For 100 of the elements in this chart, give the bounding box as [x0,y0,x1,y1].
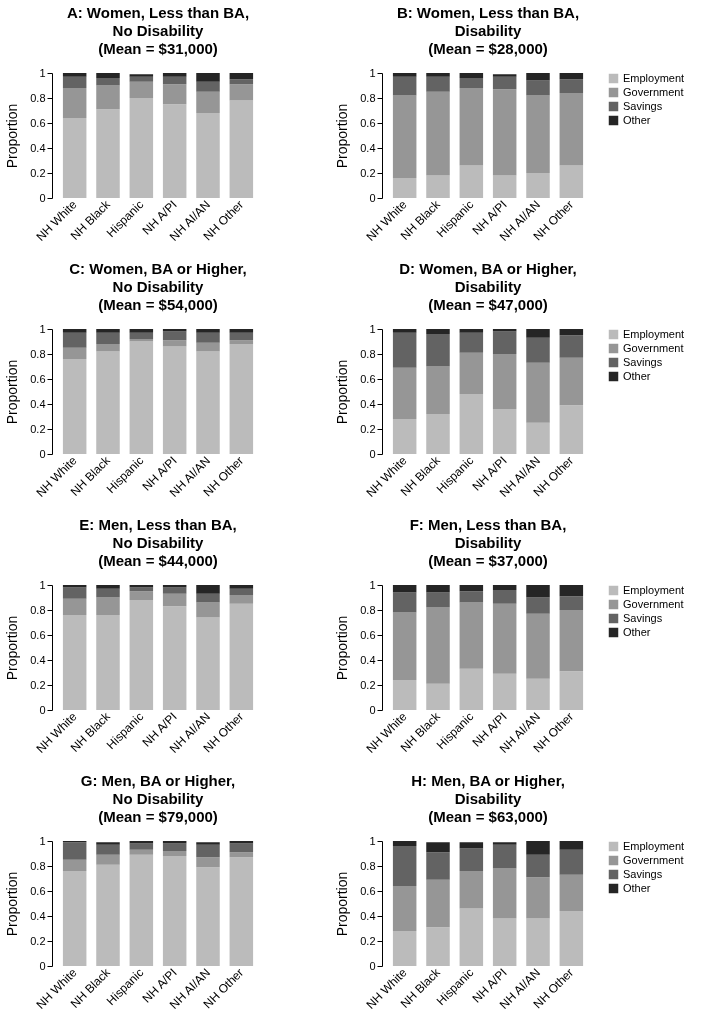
bar [526,73,550,81]
bar [392,95,417,178]
y-tick-label: 0 [39,959,46,972]
bar [129,76,154,82]
bar [426,91,450,176]
bar [559,849,584,875]
bar [196,867,220,966]
bar [492,74,517,77]
bar [492,868,517,919]
bar [129,98,154,198]
bar [96,854,120,865]
y-tick-label: 1 [39,322,46,335]
bar [559,585,584,597]
legend-label: Savings [623,99,663,112]
bar [196,342,220,352]
bar [492,603,517,674]
bar [526,173,550,198]
legend-label: Government [623,597,684,610]
legend-label: Government [623,853,684,866]
bar [62,76,87,88]
bar [559,874,584,911]
y-tick-label: 0.2 [30,678,46,691]
legend-label: Government [623,341,684,354]
bar [96,588,120,598]
y-tick-label: 0.4 [30,909,46,922]
bar [526,877,550,919]
bar [162,84,187,105]
y-tick-label: 0 [369,703,376,716]
y-tick-label: 0 [39,447,46,460]
bar [392,592,417,613]
bar [129,341,154,454]
bar [426,329,450,334]
bar [559,671,584,710]
y-tick-label: 0.8 [30,347,46,360]
y-tick-label: 1 [369,834,376,847]
y-axis-title: Proportion [4,615,21,681]
bar [62,332,87,348]
bar [459,908,484,966]
legend-label: Other [623,369,651,382]
bar [526,422,550,454]
bar [492,354,517,409]
bar [162,587,187,594]
y-tick-label: 0.2 [360,422,376,435]
y-tick-label: 1 [39,834,46,847]
y-tick-label: 0.6 [30,116,46,129]
bar [492,89,517,176]
bar [426,927,450,966]
bar [196,602,220,618]
y-tick-label: 0.4 [30,141,46,154]
bar [162,73,187,77]
bar [426,683,450,710]
bar [559,596,584,610]
bar [62,859,87,871]
bar [229,73,254,80]
bar [392,178,417,198]
y-tick-label: 0.4 [360,909,376,922]
bar [96,85,120,110]
bar [392,367,417,419]
bar [62,329,87,333]
bar [526,80,550,96]
bar [459,394,484,454]
bar [129,74,154,77]
y-tick-label: 1 [369,322,376,335]
bar [426,76,450,92]
bar [196,81,220,92]
bar [559,165,584,198]
bar [129,854,154,966]
bar [459,329,484,333]
y-tick-label: 1 [39,66,46,79]
bar [196,351,220,454]
bar [459,848,484,871]
bar [392,886,417,931]
chart-title: F: Men, Less than BA, Disability (Mean = $37,000) [409,516,567,569]
bar [96,332,120,344]
bar [426,607,450,684]
bar [162,851,187,856]
bar [196,585,220,594]
bar [62,118,87,198]
y-tick-label: 0.8 [30,91,46,104]
y-tick-label: 1 [39,578,46,591]
bar [526,854,550,878]
bar [426,852,450,880]
bar [392,931,417,966]
bar [459,165,484,198]
chart-title: G: Men, BA or Higher, No Disability (Mean = $79,000) [80,772,236,825]
bar [492,590,517,604]
bar [229,329,254,333]
bar [459,591,484,603]
bar [129,841,154,844]
bar [162,329,187,332]
legend-label: Employment [623,583,685,596]
y-tick-label: 0 [39,191,46,204]
bar [162,76,187,85]
legend-label: Savings [623,355,663,368]
bar [96,585,120,589]
bar [62,598,87,615]
chart-title: C: Women, BA or Higher, No Disability (Mean = $54,000) [69,260,247,313]
bar [526,337,550,363]
y-tick-label: 0.6 [360,372,376,385]
y-tick-label: 0.6 [360,628,376,641]
